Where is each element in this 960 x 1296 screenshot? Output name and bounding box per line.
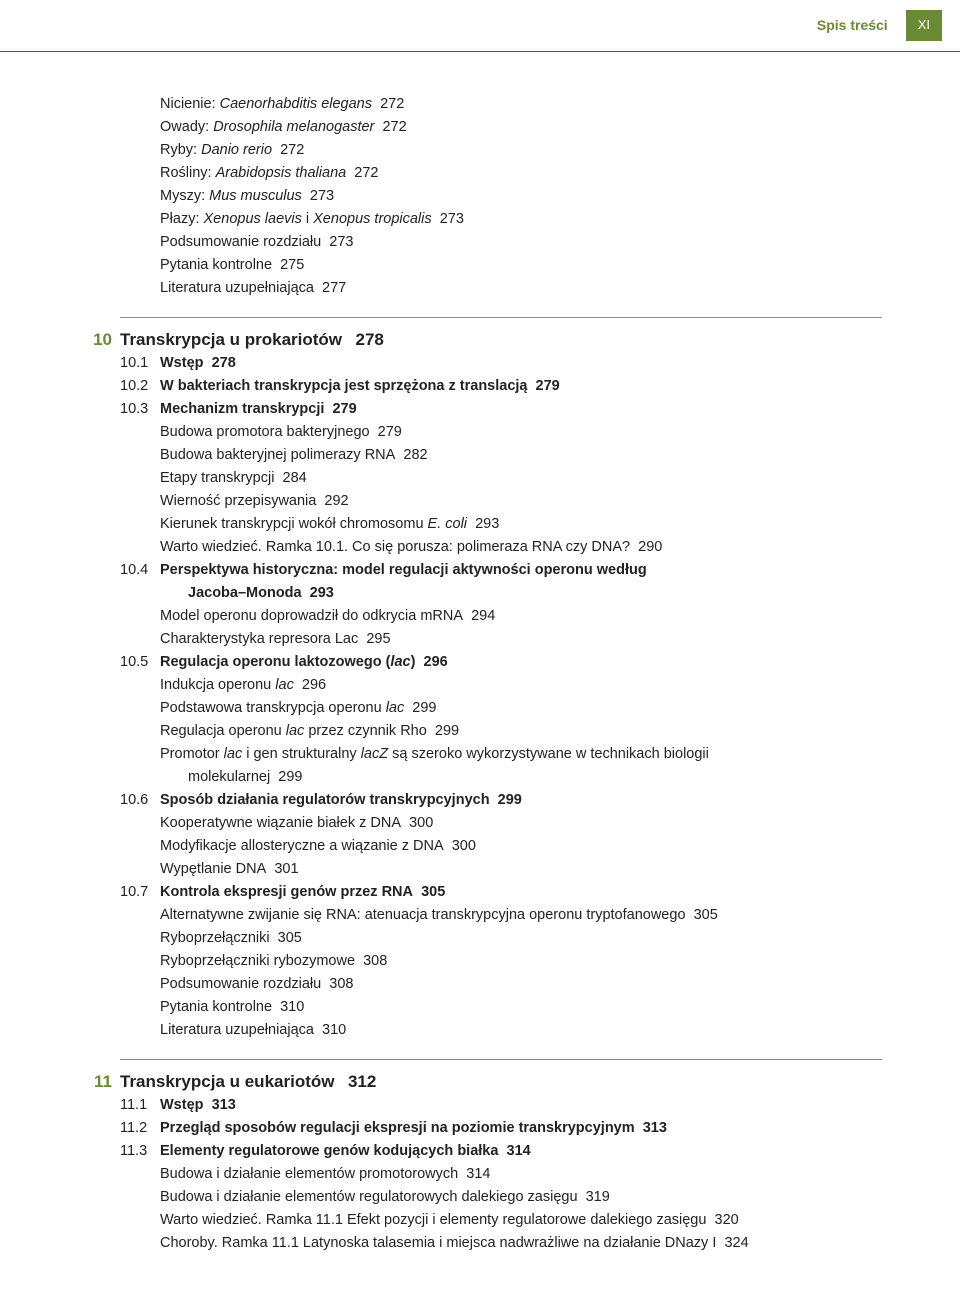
chapter-number: 10 [92, 328, 120, 353]
page-header: Spis treści XI [0, 0, 960, 52]
subsection-entry: Ryboprzełączniki 305 [120, 928, 882, 949]
toc-content: Nicienie: Caenorhabditis elegans 272Owad… [0, 94, 960, 1254]
section-number: 10.7 [120, 882, 160, 903]
section-title: Elementy regulatorowe genów kodujących b… [160, 1141, 882, 1162]
section-title: W bakteriach transkrypcja jest sprzężona… [160, 376, 882, 397]
section-entry: 10.2W bakteriach transkrypcja jest sprzę… [120, 376, 882, 397]
toc-entry: Ryby: Danio rerio 272 [120, 140, 882, 161]
section-title: Regulacja operonu laktozowego (lac) 296 [160, 652, 882, 673]
subsection-entry: Budowa bakteryjnej polimerazy RNA 282 [120, 445, 882, 466]
subsection-entry: Budowa promotora bakteryjnego 279 [120, 422, 882, 443]
subsection-entry: Kierunek transkrypcji wokół chromosomu E… [120, 514, 882, 535]
header-title: Spis treści [817, 15, 888, 35]
subsection-entry: Charakterystyka represora Lac 295 [120, 629, 882, 650]
toc-entry: Literatura uzupełniająca 277 [120, 278, 882, 299]
subsection-entry: Alternatywne zwijanie się RNA: atenuacja… [120, 905, 882, 926]
chapter-title: Transkrypcja u prokariotów [120, 330, 342, 349]
subsection-entry: Podsumowanie rozdziału 308 [120, 974, 882, 995]
chapter-page: 278 [356, 330, 384, 349]
subsection-entry: Budowa i działanie elementów regulatorow… [120, 1187, 882, 1208]
section-title: Kontrola ekspresji genów przez RNA 305 [160, 882, 882, 903]
subsection-entry: Pytania kontrolne 310 [120, 997, 882, 1018]
toc-entry: Podsumowanie rozdziału 273 [120, 232, 882, 253]
section-entry: 10.5Regulacja operonu laktozowego (lac) … [120, 652, 882, 673]
section-entry: 10.7Kontrola ekspresji genów przez RNA 3… [120, 882, 882, 903]
section-number: 11.3 [120, 1141, 160, 1162]
subsection-entry: Budowa i działanie elementów promotorowy… [120, 1164, 882, 1185]
section-title: Przegląd sposobów regulacji ekspresji na… [160, 1118, 882, 1139]
section-number: 10.5 [120, 652, 160, 673]
section-number: 10.6 [120, 790, 160, 811]
toc-entry: Pytania kontrolne 275 [120, 255, 882, 276]
section-number: 11.2 [120, 1118, 160, 1139]
section-entry: 11.3Elementy regulatorowe genów kodujący… [120, 1141, 882, 1162]
subsection-entry: Warto wiedzieć. Ramka 11.1 Efekt pozycji… [120, 1210, 882, 1231]
subsection-entry: Ryboprzełączniki rybozymowe 308 [120, 951, 882, 972]
subsection-entry: Etapy transkrypcji 284 [120, 468, 882, 489]
toc-entry: Nicienie: Caenorhabditis elegans 272 [120, 94, 882, 115]
subsection-entry: Choroby. Ramka 11.1 Latynoska talasemia … [120, 1233, 882, 1254]
section-title: Wstęp 278 [160, 353, 882, 374]
section-number: 10.1 [120, 353, 160, 374]
chapter-title: Transkrypcja u eukariotów [120, 1072, 334, 1091]
section-entry: 10.3Mechanizm transkrypcji 279 [120, 399, 882, 420]
section-entry: 11.1Wstęp 313 [120, 1095, 882, 1116]
section-title: Mechanizm transkrypcji 279 [160, 399, 882, 420]
section-entry: 10.4Perspektywa historyczna: model regul… [120, 560, 882, 581]
section-title: Perspektywa historyczna: model regulacji… [160, 560, 882, 581]
subsection-entry: Literatura uzupełniająca 310 [120, 1020, 882, 1041]
subsection-entry: Podstawowa transkrypcja operonu lac 299 [120, 698, 882, 719]
chapter-10: 10 Transkrypcja u prokariotów 278 [120, 317, 882, 353]
section-number: 10.3 [120, 399, 160, 420]
chapter-page: 312 [348, 1072, 376, 1091]
section-title: Wstęp 313 [160, 1095, 882, 1116]
subsection-entry: Regulacja operonu lac przez czynnik Rho … [120, 721, 882, 742]
toc-entry: Płazy: Xenopus laevis i Xenopus tropical… [120, 209, 882, 230]
chapter-number: 11 [92, 1070, 120, 1095]
section-entry: 10.1Wstęp 278 [120, 353, 882, 374]
section-number: 11.1 [120, 1095, 160, 1116]
section-title: Sposób działania regulatorów transkrypcy… [160, 790, 882, 811]
subsection-entry: Warto wiedzieć. Ramka 10.1. Co się porus… [120, 537, 882, 558]
subsection-continuation: molekularnej 299 [120, 767, 882, 788]
subsection-entry: Kooperatywne wiązanie białek z DNA 300 [120, 813, 882, 834]
subsection-entry: Modyfikacje allosteryczne a wiązanie z D… [120, 836, 882, 857]
section-number: 10.2 [120, 376, 160, 397]
subsection-entry: Promotor lac i gen strukturalny lacZ są … [120, 744, 882, 765]
section-number: 10.4 [120, 560, 160, 581]
toc-entry: Rośliny: Arabidopsis thaliana 272 [120, 163, 882, 184]
section-continuation: Jacoba–Monoda 293 [120, 583, 882, 604]
chapter-11: 11 Transkrypcja u eukariotów 312 [120, 1059, 882, 1095]
subsection-entry: Wypętlanie DNA 301 [120, 859, 882, 880]
subsection-entry: Wierność przepisywania 292 [120, 491, 882, 512]
toc-entry: Myszy: Mus musculus 273 [120, 186, 882, 207]
page-number-roman: XI [906, 10, 942, 41]
subsection-entry: Indukcja operonu lac 296 [120, 675, 882, 696]
section-entry: 10.6Sposób działania regulatorów transkr… [120, 790, 882, 811]
subsection-entry: Model operonu doprowadził do odkrycia mR… [120, 606, 882, 627]
toc-entry: Owady: Drosophila melanogaster 272 [120, 117, 882, 138]
section-entry: 11.2Przegląd sposobów regulacji ekspresj… [120, 1118, 882, 1139]
